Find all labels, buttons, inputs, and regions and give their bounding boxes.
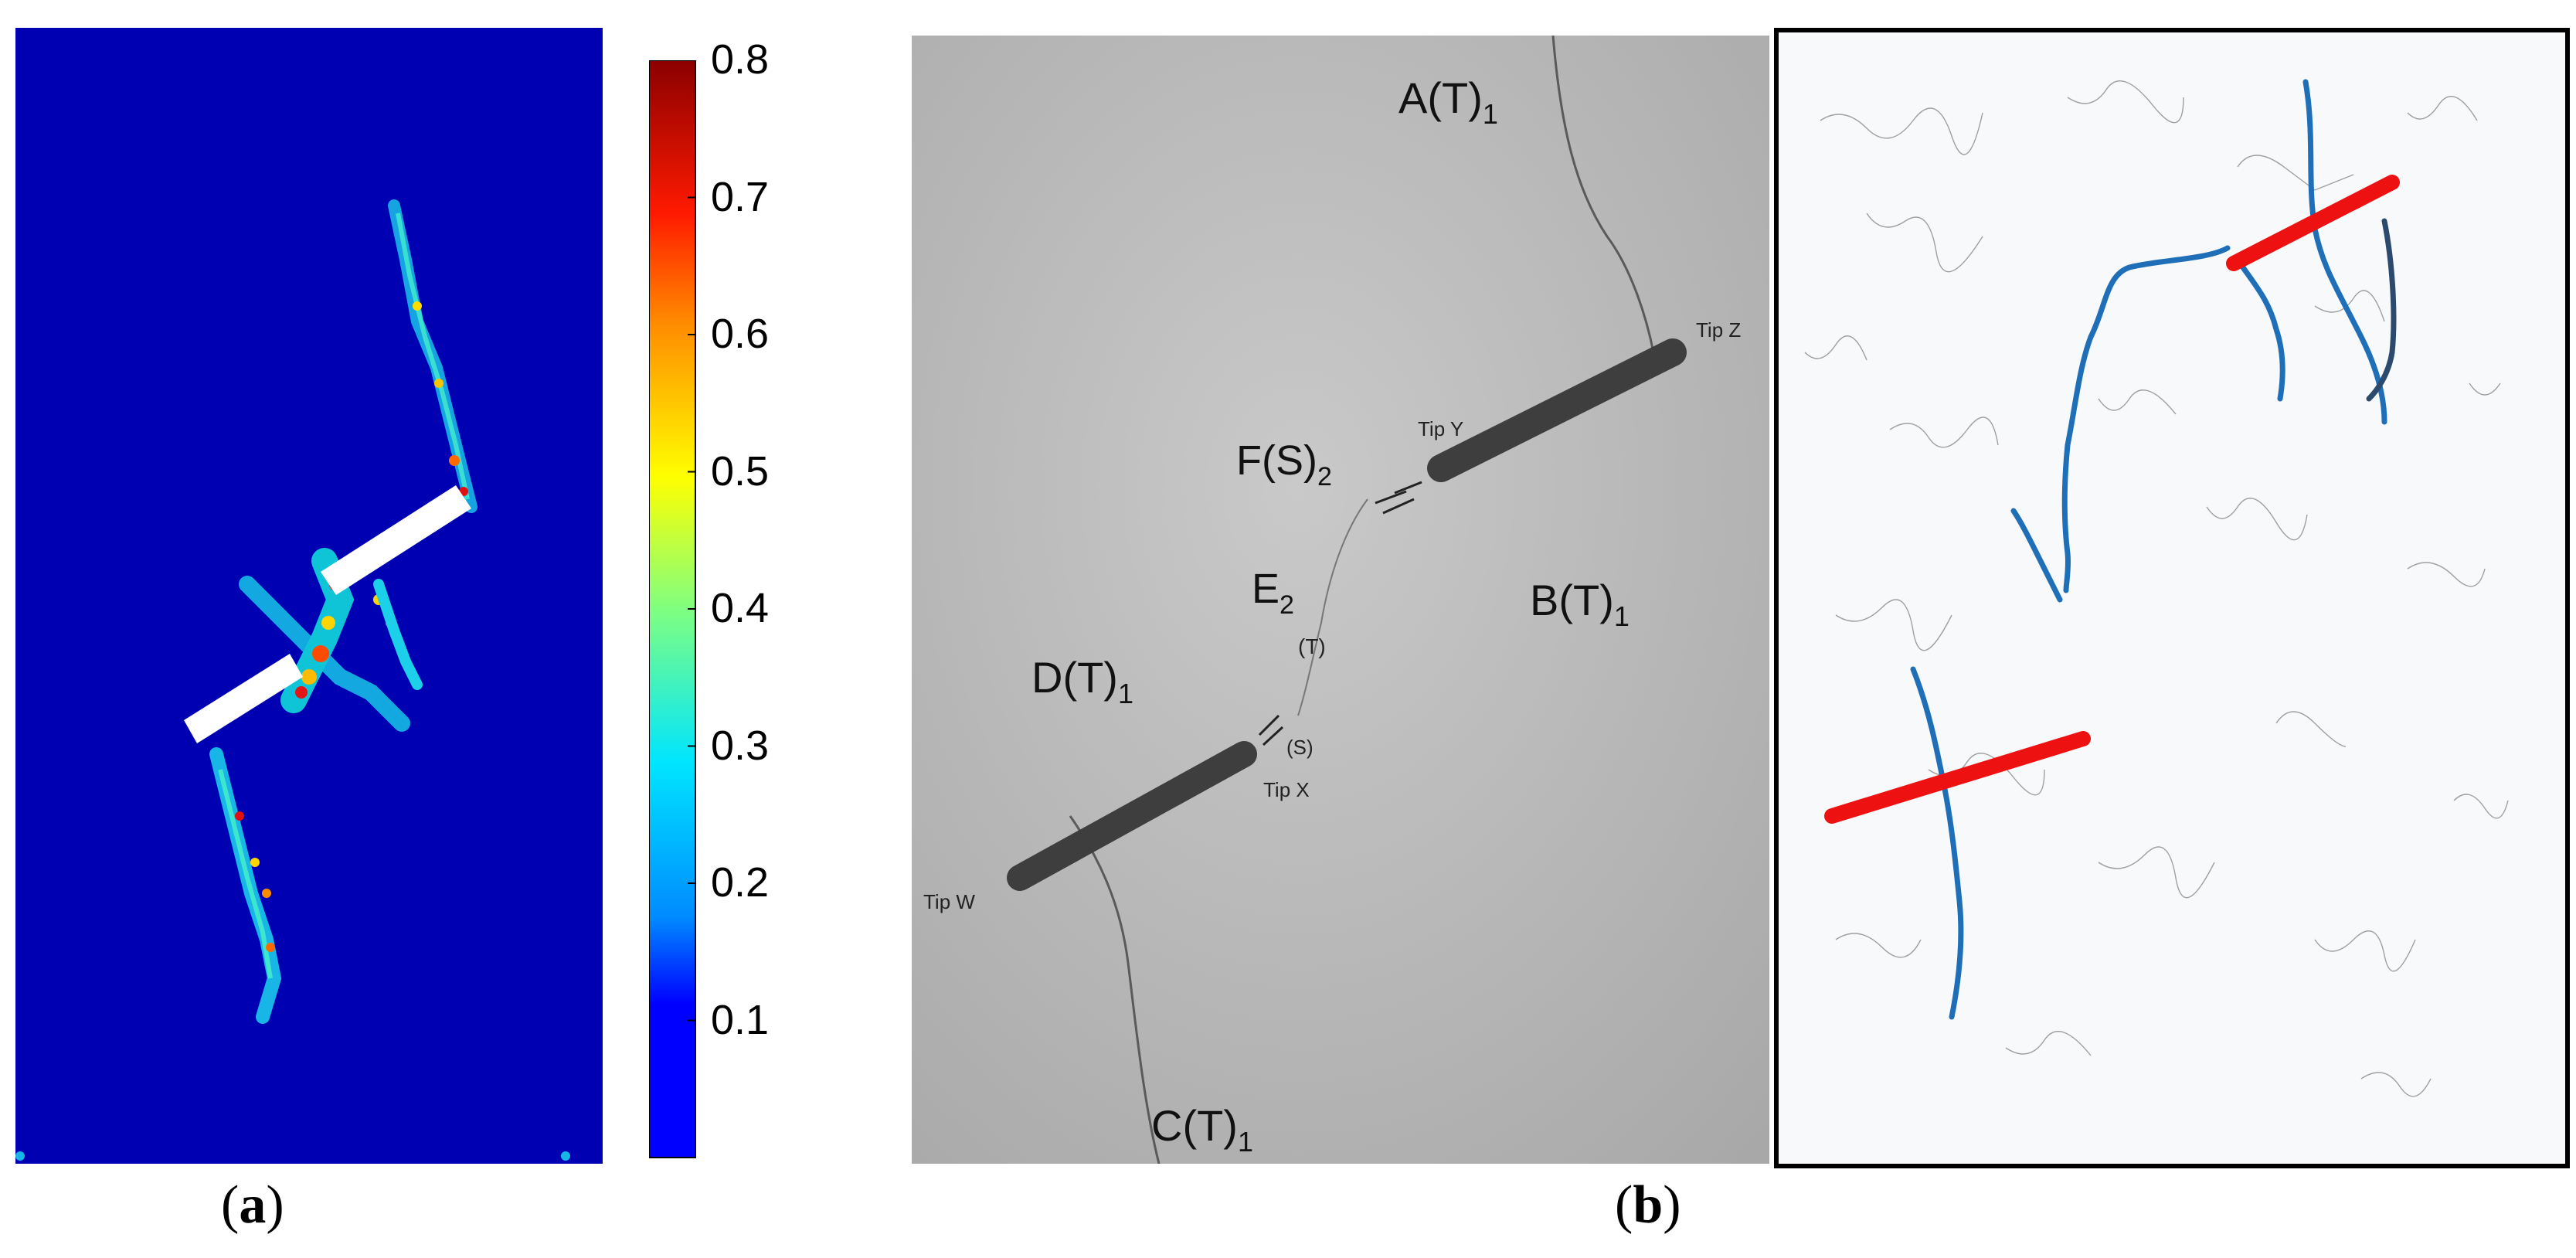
label-tip-z: Tip Z [1696,318,1741,342]
colorbar-tick-label: 0.3 [711,722,770,769]
photo-flaw-upper [1427,338,1687,482]
label-s: (S) [1286,736,1313,759]
colorbar-tick-label: 0.4 [711,585,770,631]
caption-b: (b) [1615,1175,1681,1235]
label-tip-x: Tip X [1263,778,1310,801]
simulation-background [1774,28,2570,1168]
colorbar-tick-label: 0.2 [711,859,770,906]
colorbar-tick-label: 0.1 [711,996,770,1043]
colorbar-tick-label: 0.8 [711,36,770,83]
colorbar-tick-label: 0.6 [711,311,770,357]
simulation-flaw-upper [2226,175,2400,271]
panel-b-simulation [1774,28,2570,1168]
crack-a [1551,36,1655,353]
colorbar-tick-label: 0.5 [711,447,770,495]
label-e-t: (T) [1298,634,1326,658]
label-tip-y: Tip Y [1418,417,1463,440]
caption-b-label: b [1633,1175,1664,1235]
marble-veins [1804,80,2509,1097]
label-d: D(T)1 [1031,653,1133,709]
label-c: C(T)1 [1151,1101,1253,1158]
colorbar-ticks [688,60,695,1022]
crack-c [1069,815,1161,1164]
caption-a: (a) [221,1175,284,1235]
label-tip-w: Tip W [923,890,975,913]
label-e: E2 [1252,566,1294,620]
photo-background [912,36,1769,1164]
simulated-cracks [1910,79,2387,1020]
label-b: B(T)1 [1530,576,1630,632]
caption-a-label: a [239,1175,267,1235]
damage-map-background [15,28,603,1164]
pre-existing-flaw-upper [321,485,471,595]
simulation-flaw-lower [1824,731,2091,824]
photo-flaw-lower [1007,741,1257,891]
label-a: A(T)1 [1398,73,1498,130]
panel-b-photo: A(T)1 Tip Z Tip Y F(S)2 E2 (T) B(T)1 D(T… [912,36,1769,1164]
colorbar-tick-label: 0.7 [711,173,770,220]
panel-a-damage-map [15,28,603,1164]
crack-e [1297,498,1368,716]
pre-existing-flaw-lower [184,654,303,743]
colorbar [649,60,696,1158]
label-f: F(S)2 [1236,437,1332,491]
simulated-crack-dark [2366,218,2397,402]
